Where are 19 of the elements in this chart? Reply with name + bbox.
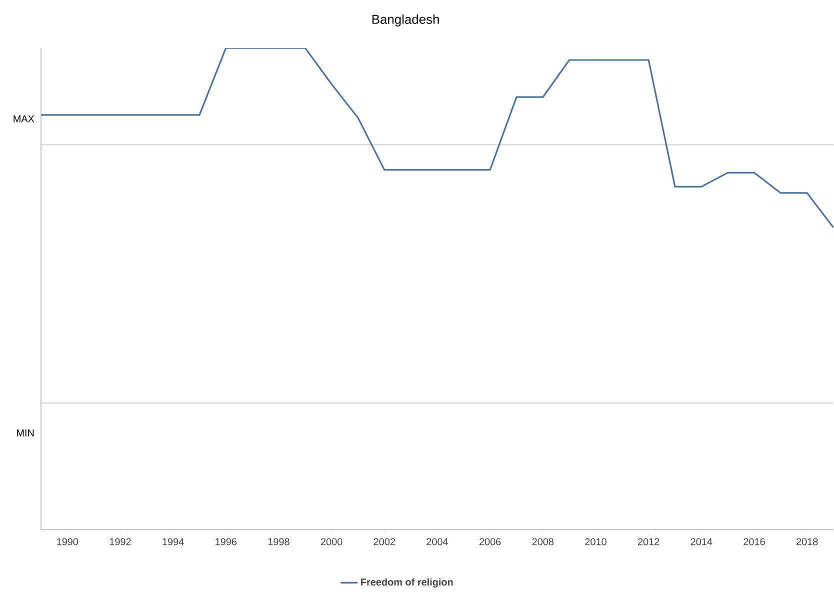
legend-label: Freedom of religion <box>361 578 453 588</box>
ref-line-label: MIN <box>17 430 34 437</box>
x-tick-label: 2004 <box>426 538 448 546</box>
x-tick-label: 1996 <box>216 538 237 546</box>
chart-title: Bangladesh <box>372 14 439 27</box>
x-tick-label: 2008 <box>532 538 554 546</box>
x-tick-label: 2006 <box>480 538 501 546</box>
x-tick-label: 2010 <box>585 538 606 546</box>
x-tick-label: 1990 <box>57 538 78 546</box>
x-tick-label: 2016 <box>744 538 765 546</box>
x-tick-label: 2018 <box>796 538 818 546</box>
ref-line-label: MAX <box>14 116 34 122</box>
x-tick-label: 1992 <box>110 538 131 546</box>
x-tick-label: 1998 <box>268 538 290 546</box>
x-tick-label: 2002 <box>374 538 395 546</box>
x-tick-label: 2014 <box>690 538 712 546</box>
x-tick-label: 1994 <box>162 538 184 546</box>
x-tick-label: 2000 <box>320 538 342 546</box>
x-tick-label: 2012 <box>638 538 660 546</box>
